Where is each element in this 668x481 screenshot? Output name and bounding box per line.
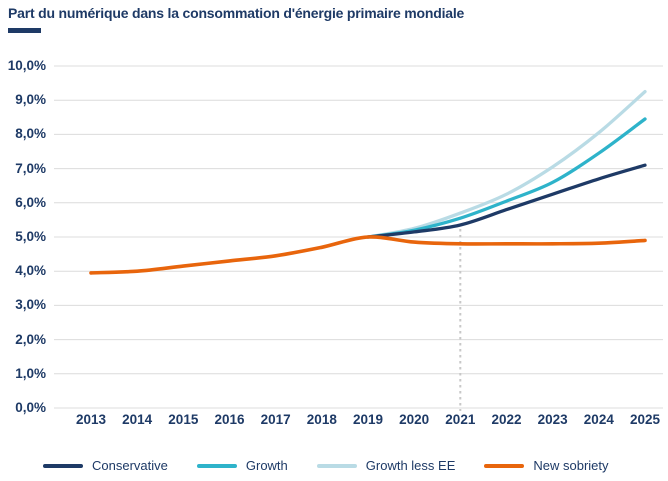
- title-underline-bar: [8, 28, 41, 33]
- y-tick-label: 9,0%: [15, 92, 46, 108]
- x-tick-label: 2025: [629, 412, 661, 427]
- legend-label: New sobriety: [533, 458, 609, 473]
- x-tick-label: 2024: [583, 412, 614, 427]
- x-tick-label: 2014: [122, 412, 153, 427]
- legend-item-growth-less-ee: Growth less EE: [316, 458, 456, 473]
- chart-legend: Conservative Growth Growth less EE New sobr…: [43, 458, 609, 473]
- y-tick-label: 2,0%: [15, 331, 46, 347]
- y-tick-label: 4,0%: [15, 263, 46, 279]
- series-line-growth-less-ee: [366, 89, 647, 239]
- series-line-new-sobriety: [89, 235, 647, 275]
- x-tick-label: 2023: [537, 412, 568, 427]
- y-tick-label: 6,0%: [15, 194, 46, 210]
- x-tick-label: 2021: [445, 412, 476, 427]
- chart-title: Part du numérique dans la consommation d…: [8, 5, 465, 21]
- legend-item-growth: Growth: [196, 458, 288, 473]
- legend-item-new-sobriety: New sobriety: [484, 458, 609, 473]
- legend-label: Conservative: [92, 458, 168, 473]
- x-tick-label: 2015: [168, 412, 199, 427]
- x-tick-label: 2013: [75, 412, 107, 427]
- x-tick-label: 2017: [260, 412, 291, 427]
- y-tick-label: 8,0%: [15, 126, 46, 142]
- legend-label: Growth: [245, 458, 288, 473]
- y-tick-label: 3,0%: [15, 297, 46, 313]
- y-tick-label: 1,0%: [15, 365, 46, 381]
- y-tick-label: 7,0%: [15, 160, 46, 176]
- legend-swatch-new-sobriety: [484, 463, 525, 468]
- legend-label: Growth less EE: [365, 458, 456, 473]
- series-line-growth: [366, 117, 647, 239]
- y-tick-label: 0,0%: [15, 400, 46, 415]
- y-tick-label: 10,0%: [7, 58, 46, 73]
- y-tick-label: 5,0%: [15, 229, 46, 244]
- legend-item-conservative: Conservative: [43, 458, 168, 473]
- series-line-conservative: [366, 163, 647, 239]
- x-tick-label: 2022: [491, 412, 522, 427]
- legend-swatch-growth-less-ee: [316, 463, 357, 468]
- legend-swatch-conservative: [43, 463, 83, 468]
- x-tick-label: 2020: [399, 412, 430, 427]
- x-tick-label: 2019: [352, 412, 384, 427]
- x-tick-label: 2016: [214, 412, 245, 427]
- legend-swatch-growth: [196, 463, 237, 468]
- x-tick-label: 2018: [306, 412, 337, 427]
